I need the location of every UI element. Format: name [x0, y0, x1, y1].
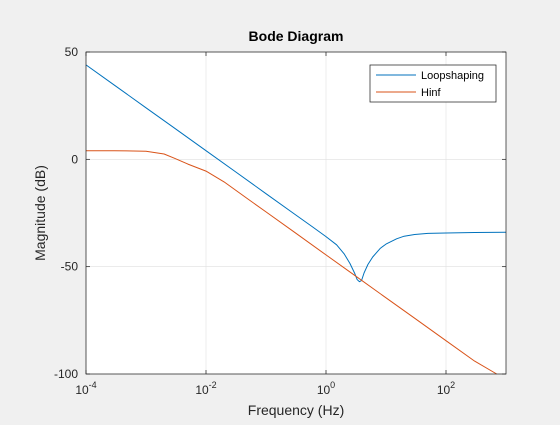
- series-line-hinf: [86, 150, 497, 375]
- series-line-loopshaping: [85, 64, 507, 283]
- legend-box: [369, 64, 497, 103]
- y-tick-label: -100: [54, 367, 78, 381]
- x-tick-label-base: 10: [437, 383, 451, 397]
- y-tick-label: -50: [61, 260, 79, 274]
- x-tick-label-base: 10: [317, 383, 331, 397]
- legend-label-loopshaping: Loopshaping: [421, 70, 484, 82]
- legend-label-hinf: Hinf: [421, 87, 442, 99]
- y-tick-label: 50: [65, 45, 79, 59]
- legend: Loopshaping Hinf: [369, 64, 497, 103]
- x-tick-label: 10-2: [195, 380, 216, 397]
- x-tick-label-exponent: -4: [89, 380, 97, 390]
- axes-box: [85, 51, 507, 375]
- x-tick-label-base: 10: [75, 383, 89, 397]
- plot-area: [86, 52, 506, 374]
- x-tick-label: 10-4: [75, 380, 96, 397]
- y-axis-label: Magnitude (dB): [32, 165, 48, 261]
- x-tick-label: 102: [437, 380, 455, 397]
- x-tick-label: 100: [317, 380, 335, 397]
- y-tick-label: 0: [71, 152, 78, 166]
- x-tick-label-base: 10: [195, 383, 209, 397]
- chart-title: Bode Diagram: [249, 28, 344, 44]
- x-axis-label: Frequency (Hz): [248, 402, 344, 418]
- x-tick-label-exponent: -2: [209, 380, 217, 390]
- x-tick-label-exponent: 0: [330, 380, 335, 390]
- data-lines: [85, 64, 507, 375]
- x-tick-label-exponent: 2: [450, 380, 455, 390]
